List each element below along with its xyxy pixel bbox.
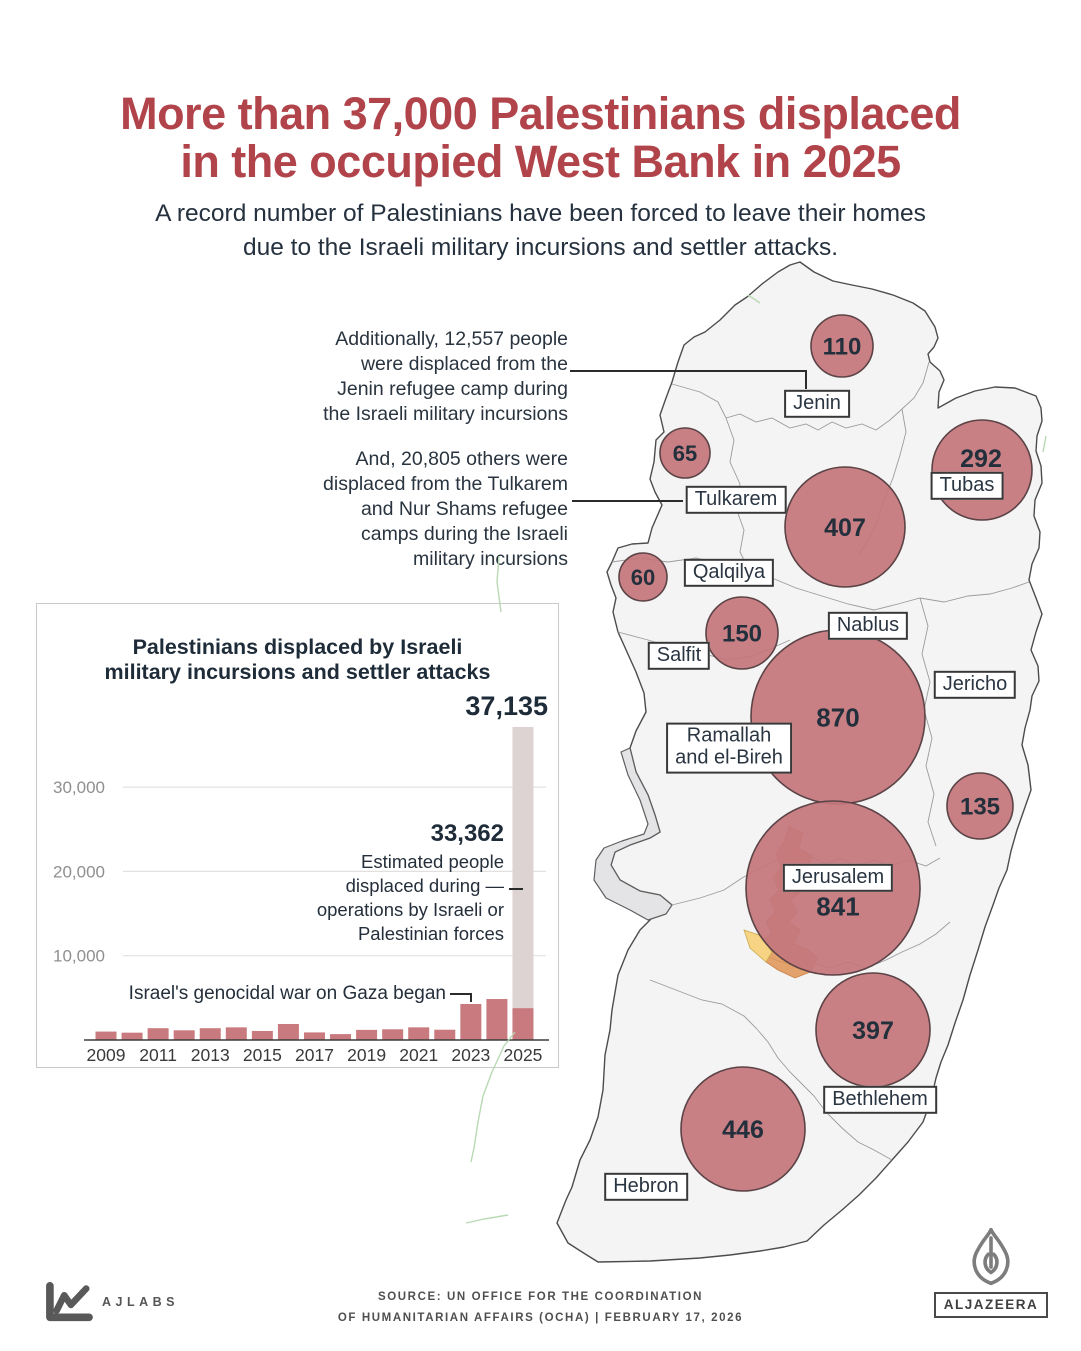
jenin-leader-line xyxy=(570,370,807,389)
latrun-grey-area xyxy=(593,747,673,921)
operations-text: Estimated people displaced during — operat… xyxy=(316,851,504,944)
svg-text:2023: 2023 xyxy=(451,1045,490,1065)
bar-chart: 10,000 20,000 30,000 2009 2011 2013 2015 2017 20… xyxy=(53,726,549,1065)
chart-title: Palestinians displaced by Israeli militar… xyxy=(104,634,491,685)
ajlabs-logo: AJLABS xyxy=(44,1281,179,1323)
aljazeera-logo: ALJAZEERA xyxy=(931,1226,1051,1318)
svg-text:2017: 2017 xyxy=(295,1045,334,1065)
aljazeera-wordmark: ALJAZEERA xyxy=(933,1292,1049,1318)
bubble-value-bethlehem: 397 xyxy=(852,1017,894,1045)
bubble-hebron xyxy=(680,1066,806,1192)
aljazeera-calligraphy-icon xyxy=(972,1228,1010,1286)
bubble-value-salfit: 150 xyxy=(722,621,762,648)
svg-text:2025: 2025 xyxy=(503,1045,542,1065)
page-subtitle: A record number of Palestinians have bee… xyxy=(155,199,926,261)
total-2025-value: 37,135 xyxy=(465,691,548,721)
svg-text:30,000: 30,000 xyxy=(53,778,105,797)
bubble-tulkarem xyxy=(659,427,711,479)
operations-annotation: 33,362 Estimated people displaced during … xyxy=(317,820,504,946)
bubble-jerusalem xyxy=(745,800,921,976)
bubble-value-tubas: 292 xyxy=(960,445,1002,473)
gaza-war-annotation: Israel's genocidal war on Gaza began xyxy=(128,983,446,1004)
jenin-camp-annotation: Additionally, 12,557 people were displace… xyxy=(323,328,568,425)
svg-text:2011: 2011 xyxy=(139,1045,177,1065)
svg-text:2013: 2013 xyxy=(191,1045,230,1065)
bubble-nablus xyxy=(784,466,906,588)
bubble-value-nablus: 407 xyxy=(824,514,866,542)
bubble-value-hebron: 446 xyxy=(722,1116,764,1144)
ajlabs-chart-icon xyxy=(46,1281,93,1322)
svg-text:20,000: 20,000 xyxy=(53,862,105,881)
ajlabs-wordmark: AJLABS xyxy=(102,1295,180,1309)
bubble-value-tulkarem: 65 xyxy=(673,441,697,466)
bubble-value-jericho: 135 xyxy=(960,794,1000,821)
bubble-jenin xyxy=(810,314,874,378)
bar-chart-card: Palestinians displaced by Israeli militar… xyxy=(36,603,559,1068)
bubble-jericho xyxy=(946,772,1014,840)
bubble-value-jenin: 110 xyxy=(823,334,862,361)
svg-text:2019: 2019 xyxy=(347,1045,386,1065)
page-title: More than 37,000 Palestinians displaced i… xyxy=(120,88,961,187)
bubble-value-ramallah: 870 xyxy=(816,702,859,732)
svg-text:2009: 2009 xyxy=(87,1045,126,1065)
tulkarem-camp-annotation: And, 20,805 others were displaced from th… xyxy=(323,448,568,570)
bubble-salfit xyxy=(705,596,779,670)
svg-text:10,000: 10,000 xyxy=(53,947,105,966)
source-credit: SOURCE: UN OFFICE FOR THE COORDINATION OF… xyxy=(337,1291,744,1325)
annotation-leader-lines xyxy=(570,370,807,502)
svg-text:2021: 2021 xyxy=(399,1045,438,1065)
bubble-value-jerusalem: 841 xyxy=(816,891,859,921)
svg-text:2015: 2015 xyxy=(243,1045,282,1065)
operations-value: 33,362 xyxy=(430,820,504,847)
bubble-value-qalqilya: 60 xyxy=(631,565,655,590)
bubble-qalqilya xyxy=(618,552,668,602)
